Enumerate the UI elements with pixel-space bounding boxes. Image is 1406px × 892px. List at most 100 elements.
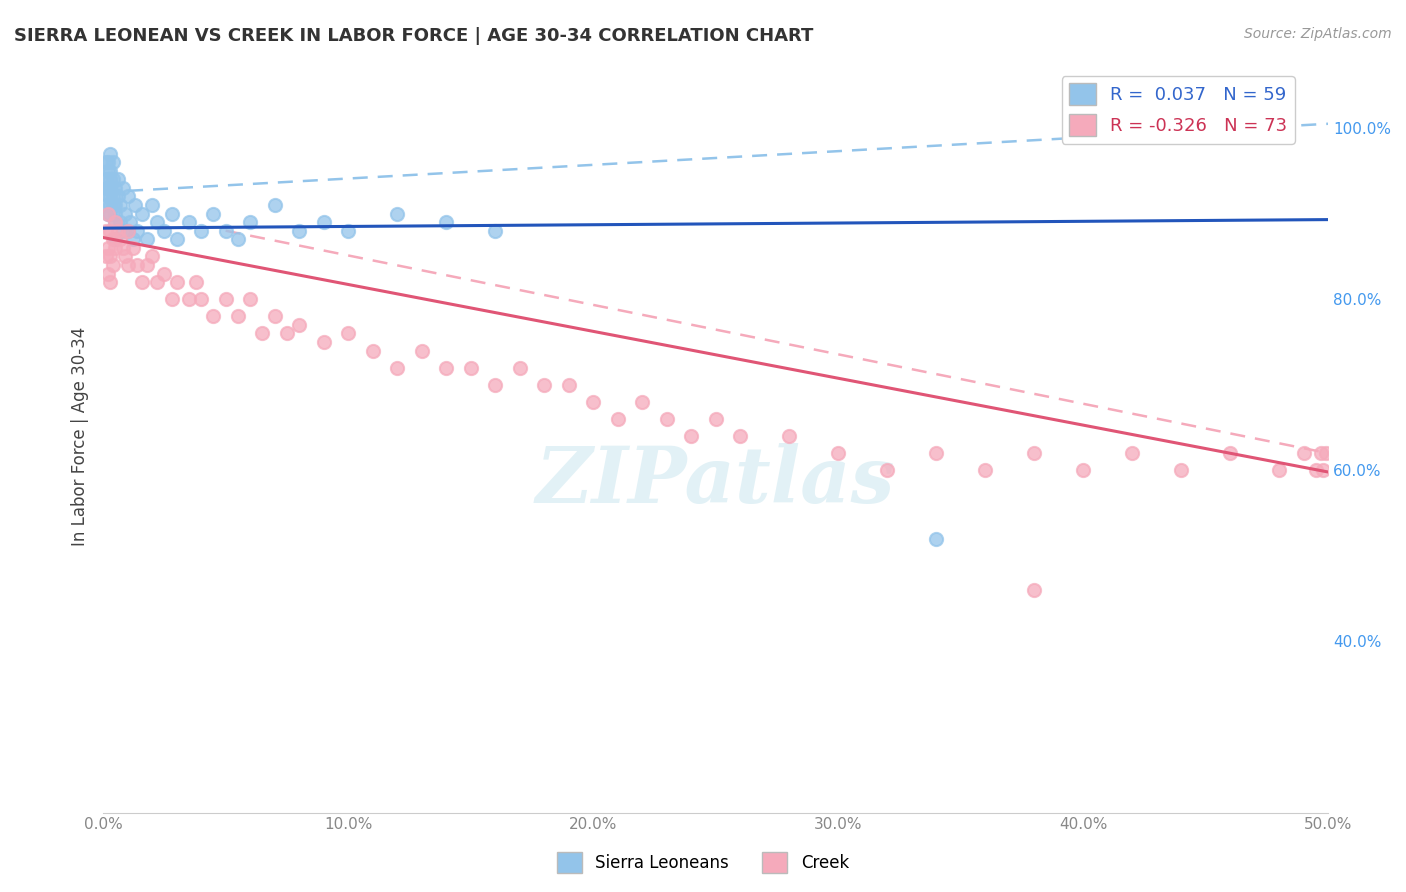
Point bbox=[533, 377, 555, 392]
Point bbox=[146, 215, 169, 229]
Point bbox=[434, 360, 457, 375]
Point bbox=[111, 241, 134, 255]
Point bbox=[94, 172, 117, 186]
Point bbox=[117, 224, 139, 238]
Point bbox=[1292, 446, 1315, 460]
Point bbox=[100, 275, 122, 289]
Point bbox=[110, 198, 132, 212]
Point bbox=[778, 429, 800, 443]
Point bbox=[411, 343, 433, 358]
Point bbox=[127, 224, 149, 238]
Point bbox=[484, 224, 506, 238]
Point bbox=[107, 189, 129, 203]
Point bbox=[97, 155, 120, 169]
Point bbox=[1170, 463, 1192, 477]
Point bbox=[107, 224, 129, 238]
Point bbox=[160, 206, 183, 220]
Point bbox=[1312, 463, 1334, 477]
Point bbox=[655, 412, 678, 426]
Point bbox=[100, 249, 122, 263]
Point bbox=[100, 181, 122, 195]
Point bbox=[1219, 446, 1241, 460]
Point bbox=[1024, 446, 1046, 460]
Point bbox=[97, 206, 120, 220]
Point bbox=[97, 164, 120, 178]
Point bbox=[104, 232, 127, 246]
Point bbox=[186, 275, 208, 289]
Point bbox=[117, 224, 139, 238]
Point bbox=[101, 155, 124, 169]
Point bbox=[166, 275, 188, 289]
Point bbox=[214, 224, 236, 238]
Point bbox=[337, 224, 360, 238]
Point bbox=[1024, 583, 1046, 598]
Point bbox=[337, 326, 360, 341]
Point bbox=[974, 463, 997, 477]
Point bbox=[239, 215, 262, 229]
Point bbox=[312, 215, 335, 229]
Point bbox=[1071, 463, 1094, 477]
Point bbox=[226, 232, 249, 246]
Point bbox=[110, 232, 132, 246]
Point bbox=[97, 206, 120, 220]
Point bbox=[131, 206, 153, 220]
Point bbox=[276, 326, 298, 341]
Point bbox=[153, 267, 176, 281]
Point bbox=[202, 310, 225, 324]
Point bbox=[100, 206, 122, 220]
Point bbox=[1315, 446, 1337, 460]
Point bbox=[239, 292, 262, 306]
Text: ZIPatlas: ZIPatlas bbox=[536, 443, 896, 519]
Point bbox=[100, 164, 122, 178]
Point bbox=[141, 249, 163, 263]
Point bbox=[114, 206, 136, 220]
Point bbox=[94, 155, 117, 169]
Point bbox=[146, 275, 169, 289]
Point bbox=[104, 181, 127, 195]
Point bbox=[153, 224, 176, 238]
Point bbox=[177, 292, 200, 306]
Point bbox=[1121, 446, 1143, 460]
Point bbox=[728, 429, 751, 443]
Point bbox=[104, 215, 127, 229]
Point bbox=[94, 181, 117, 195]
Point bbox=[434, 215, 457, 229]
Point bbox=[557, 377, 579, 392]
Point bbox=[114, 249, 136, 263]
Point bbox=[110, 215, 132, 229]
Point bbox=[124, 198, 146, 212]
Point bbox=[117, 258, 139, 272]
Point bbox=[104, 241, 127, 255]
Point bbox=[100, 172, 122, 186]
Point bbox=[177, 215, 200, 229]
Point bbox=[97, 241, 120, 255]
Point bbox=[214, 292, 236, 306]
Point bbox=[100, 198, 122, 212]
Point bbox=[101, 232, 124, 246]
Point bbox=[631, 394, 654, 409]
Point bbox=[385, 206, 408, 220]
Legend: Sierra Leoneans, Creek: Sierra Leoneans, Creek bbox=[550, 846, 856, 880]
Point bbox=[202, 206, 225, 220]
Point bbox=[582, 394, 605, 409]
Point bbox=[107, 172, 129, 186]
Text: Source: ZipAtlas.com: Source: ZipAtlas.com bbox=[1244, 27, 1392, 41]
Point bbox=[94, 249, 117, 263]
Point bbox=[925, 532, 948, 546]
Point bbox=[97, 189, 120, 203]
Point bbox=[101, 189, 124, 203]
Point bbox=[460, 360, 482, 375]
Point bbox=[136, 232, 159, 246]
Point bbox=[97, 267, 120, 281]
Point bbox=[361, 343, 384, 358]
Point bbox=[827, 446, 849, 460]
Point bbox=[288, 224, 311, 238]
Point bbox=[190, 224, 212, 238]
Point bbox=[104, 198, 127, 212]
Point bbox=[606, 412, 628, 426]
Point bbox=[117, 189, 139, 203]
Point bbox=[111, 181, 134, 195]
Point bbox=[288, 318, 311, 332]
Point bbox=[120, 215, 142, 229]
Point bbox=[121, 241, 143, 255]
